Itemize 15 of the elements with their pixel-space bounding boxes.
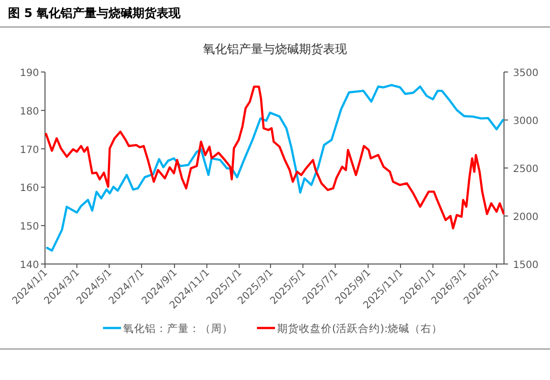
chart-title: 图 5 氧化铝产量与烧碱期货表现 bbox=[8, 6, 182, 20]
y-tick-label: 160 bbox=[20, 183, 39, 194]
legend-label: 期货收盘价(活跃合约):烧碱（右） bbox=[277, 322, 443, 335]
y2-tick-label: 3000 bbox=[513, 116, 538, 127]
y2-tick-label: 3500 bbox=[513, 68, 538, 79]
y-tick-label: 140 bbox=[20, 260, 39, 271]
y-tick-label: 150 bbox=[20, 222, 39, 233]
y-tick-label: 180 bbox=[20, 106, 39, 118]
y2-tick-label: 2500 bbox=[513, 164, 538, 175]
y2-tick-label: 2000 bbox=[513, 212, 538, 223]
legend-label: 氧化铝：产量：（周） bbox=[123, 322, 233, 335]
y2-tick-label: 1500 bbox=[513, 260, 538, 271]
y-tick-label: 190 bbox=[20, 68, 39, 79]
y-tick-label: 170 bbox=[20, 144, 39, 156]
chart-subtitle: 氧化铝产量与烧碱期货表现 bbox=[203, 42, 347, 56]
